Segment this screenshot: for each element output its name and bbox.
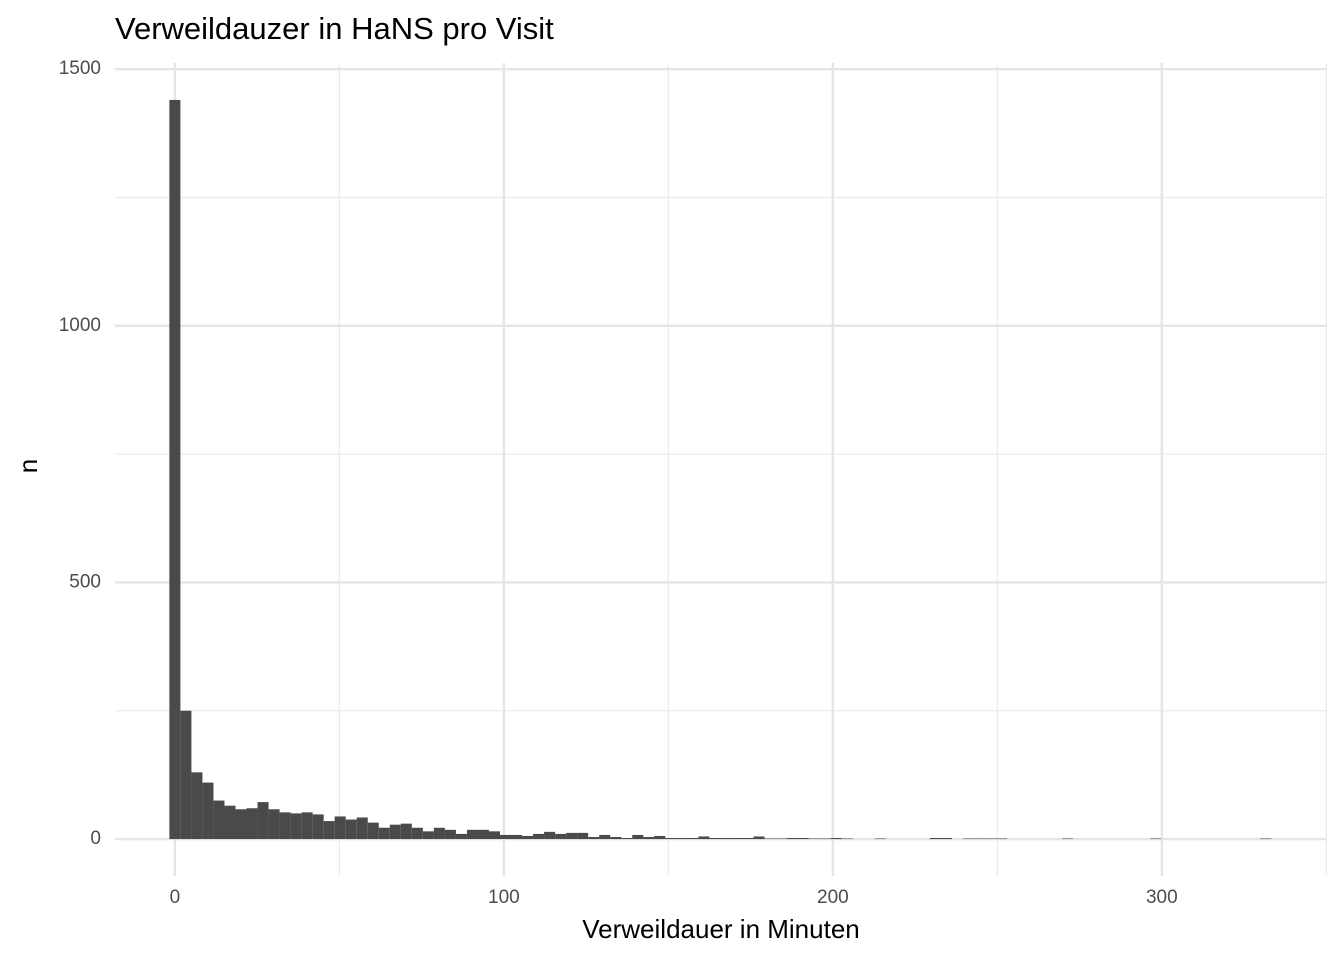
bar: [400, 823, 412, 840]
bar: [522, 835, 534, 840]
bar: [213, 800, 225, 840]
bar: [500, 834, 512, 840]
bar: [753, 836, 765, 840]
bar: [555, 833, 567, 840]
y-axis-title: n: [13, 459, 43, 473]
y-tick-label: 1500: [59, 58, 101, 79]
chart-title: Verweildauzer in HaNS pro Visit: [115, 11, 554, 46]
bar: [687, 838, 699, 840]
bar: [819, 838, 831, 840]
y-tick-label: 500: [69, 571, 101, 592]
bar: [466, 829, 478, 840]
bar: [533, 833, 545, 840]
bar: [411, 827, 423, 840]
bar: [246, 808, 258, 840]
bar: [632, 834, 644, 840]
bar: [621, 838, 633, 840]
x-tick-label: 200: [817, 887, 849, 908]
bar: [433, 827, 445, 840]
bar: [312, 814, 324, 840]
bar: [764, 838, 776, 840]
bar: [830, 838, 842, 840]
bar: [202, 782, 214, 840]
bar: [378, 827, 390, 840]
bar: [169, 99, 181, 840]
y-tick-label: 0: [90, 828, 101, 849]
bar: [709, 838, 721, 840]
bar: [455, 833, 467, 840]
bar: [588, 836, 600, 840]
bar: [929, 838, 941, 840]
x-tick-label: 0: [170, 887, 181, 908]
bar: [995, 838, 1007, 840]
bar: [676, 838, 688, 840]
bar: [731, 838, 743, 840]
bar: [599, 834, 611, 840]
bar: [367, 822, 379, 840]
bar: [191, 772, 203, 840]
bar: [477, 829, 489, 840]
bar: [808, 838, 820, 840]
bar: [301, 812, 313, 840]
bar: [654, 835, 666, 840]
bar: [511, 834, 523, 840]
bar: [577, 832, 589, 840]
bar: [786, 838, 798, 840]
bar: [643, 836, 655, 840]
bar: [290, 813, 302, 840]
bar: [544, 831, 556, 840]
bar: [257, 802, 269, 840]
bar: [488, 831, 501, 840]
bar: [356, 817, 368, 840]
bar: [797, 838, 809, 840]
bar: [742, 838, 754, 840]
bar: [720, 838, 732, 840]
bar: [444, 829, 456, 840]
bar: [962, 838, 974, 840]
bar: [389, 824, 401, 840]
bar: [323, 821, 335, 840]
x-tick-label: 300: [1146, 887, 1178, 908]
bar: [1150, 838, 1162, 840]
bar: [224, 805, 236, 840]
bar: [665, 838, 677, 840]
bar: [566, 832, 578, 840]
bar: [422, 831, 434, 840]
bar: [334, 816, 346, 840]
y-tick-label: 1000: [59, 315, 101, 336]
bar: [973, 838, 985, 840]
bar: [235, 809, 247, 840]
bar: [345, 819, 357, 840]
bar: [698, 836, 710, 840]
bar: [841, 838, 853, 840]
bar: [610, 836, 622, 840]
bar: [1062, 838, 1074, 840]
bar: [775, 838, 787, 840]
bar: [940, 838, 952, 840]
bar: [1260, 838, 1272, 840]
bar: [268, 809, 280, 840]
bar: [279, 812, 291, 840]
x-tick-label: 100: [488, 887, 520, 908]
bar: [180, 710, 192, 840]
x-axis-title: Verweildauer in Minuten: [582, 914, 860, 944]
bar: [984, 838, 996, 840]
bar: [874, 838, 886, 840]
